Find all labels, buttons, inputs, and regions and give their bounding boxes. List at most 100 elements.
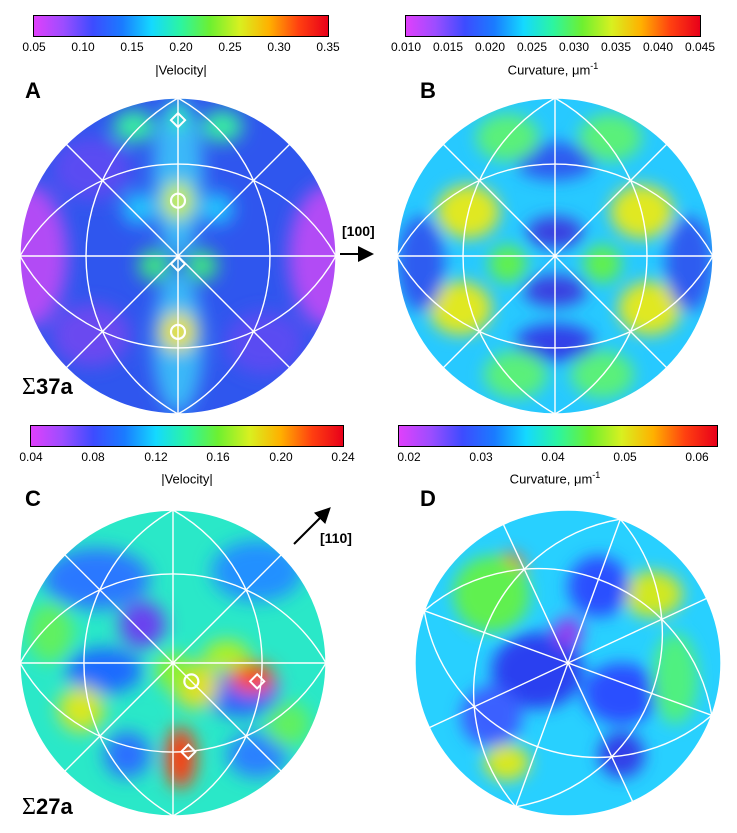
grid-line: [429, 597, 707, 729]
colorbar-velocity-a: [33, 15, 329, 37]
grid-line: [64, 554, 282, 772]
heatmap-blob: [138, 249, 171, 282]
projection-grid: [20, 510, 326, 816]
direction-arrow-110: [293, 507, 331, 545]
tick-label: 0.08: [81, 450, 105, 464]
diamond-marker: [169, 255, 187, 273]
grid-arc: [397, 163, 713, 257]
tick-label: 0.04: [541, 450, 565, 464]
tick-label: 0.02: [397, 450, 421, 464]
heatmap-blob: [113, 110, 155, 143]
colorbar-curvature-b: [405, 15, 701, 37]
panel-label-a: A: [25, 78, 41, 103]
grid-arc: [423, 610, 713, 758]
heatmap-blob: [119, 601, 166, 648]
tick-label: 0.03: [469, 450, 493, 464]
heatmap-blob: [428, 281, 492, 335]
direction-label-100: [100]: [342, 223, 375, 239]
tick-label: 0.020: [474, 40, 506, 54]
heatmap-blob: [226, 731, 288, 778]
tick-label: 0.030: [558, 40, 590, 54]
grid-arc: [172, 510, 263, 816]
heatmap-blob: [201, 110, 243, 143]
panel-label-c: C: [25, 486, 41, 511]
grid-arc: [462, 98, 556, 414]
colorbar-caption: |Velocity|: [161, 471, 213, 487]
tick-label: 0.05: [613, 450, 637, 464]
diamond-marker: [179, 743, 197, 761]
tick-label: 0.045: [684, 40, 716, 54]
heatmap-blob: [568, 555, 630, 618]
heatmap-blob: [453, 555, 530, 633]
diamond-marker: [169, 111, 187, 129]
grid-line: [442, 143, 668, 369]
heatmap-blob: [578, 113, 642, 162]
heatmap-blob: [618, 281, 682, 335]
circle-marker: [169, 323, 187, 340]
grid-arc: [83, 510, 174, 816]
tick-label: 0.04: [19, 450, 43, 464]
grid-arc: [397, 255, 713, 349]
tick-label: 0.040: [642, 40, 674, 54]
heatmap-blob: [264, 701, 311, 748]
heatmap-blob: [483, 744, 530, 781]
grid-arc: [473, 518, 621, 808]
heatmap-blob: [185, 249, 218, 282]
boundary-label-37a: Σ37a: [22, 374, 73, 400]
panel-label-d: D: [420, 486, 436, 511]
stereo-projection-c: [19, 509, 327, 817]
grid-arc: [85, 98, 179, 414]
heatmap-blob: [621, 571, 683, 618]
projection-rim: [19, 509, 327, 817]
colorbar-caption: Curvature, μm-1: [509, 470, 601, 487]
grid-arc: [554, 98, 648, 414]
heatmap-blob: [51, 303, 131, 367]
tick-label: 0.025: [516, 40, 548, 54]
boundary-label-27a: Σ27a: [22, 794, 73, 820]
tick-label: 0.16: [206, 450, 230, 464]
projection-rim: [19, 97, 337, 415]
grid-arc: [20, 163, 336, 257]
grid-arc: [515, 518, 663, 808]
projection-rim: [396, 97, 714, 415]
tick-label: 0.010: [390, 40, 422, 54]
heatmap-blob: [42, 548, 151, 610]
panel-label-b: B: [420, 78, 436, 103]
heatmap-blob: [583, 244, 622, 283]
tick-label: 0.25: [218, 40, 242, 54]
direction-arrow-100: [340, 246, 374, 262]
heatmap-blob: [27, 601, 74, 663]
tick-label: 0.30: [267, 40, 291, 54]
heatmap-blob: [122, 192, 155, 225]
heatmap-blob: [58, 685, 105, 732]
tick-label: 0.20: [169, 40, 193, 54]
colorbar-caption: |Velocity|: [155, 62, 207, 78]
tick-label: 0.015: [432, 40, 464, 54]
circle-marker: [169, 192, 187, 209]
tick-label: 0.05: [22, 40, 46, 54]
stereo-projection-d: [414, 509, 722, 817]
projection-grid: [397, 98, 713, 414]
circle-marker: [183, 673, 200, 690]
heatmap-blob: [488, 244, 527, 283]
projection-grid: [423, 518, 713, 808]
colorbar-velocity-c: [30, 425, 344, 447]
tick-label: 0.35: [316, 40, 340, 54]
diamond-marker: [248, 672, 266, 690]
heatmap-blob: [491, 632, 584, 709]
heatmap-blob: [652, 632, 699, 725]
heatmap-blob: [201, 192, 234, 225]
tick-label: 0.06: [685, 450, 709, 464]
heatmap-blob: [211, 540, 304, 602]
colorbar-curvature-d: [398, 425, 718, 447]
tick-label: 0.10: [71, 40, 95, 54]
tick-label: 0.12: [144, 450, 168, 464]
tick-label: 0.15: [120, 40, 144, 54]
direction-label-110: [110]: [320, 530, 352, 546]
grid-arc: [423, 568, 713, 716]
stereo-projection-b: [396, 97, 714, 415]
heatmap-blob: [104, 731, 151, 778]
heatmap-blob: [665, 216, 713, 312]
heatmap-blob: [165, 727, 196, 789]
grid-arc: [20, 662, 326, 753]
